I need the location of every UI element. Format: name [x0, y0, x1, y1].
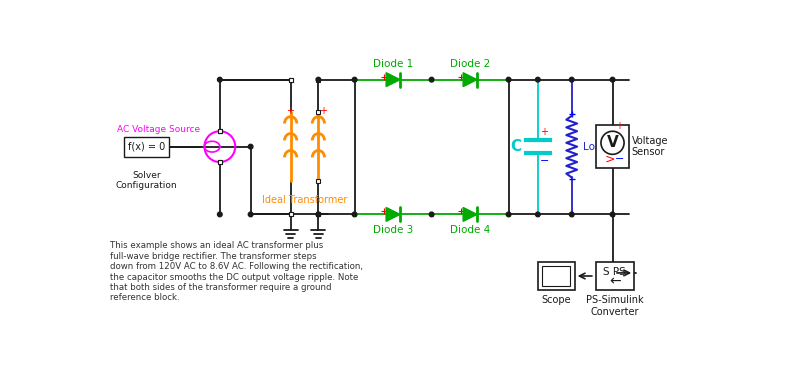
Circle shape — [429, 77, 434, 82]
Text: Solver
Configuration: Solver Configuration — [116, 171, 177, 190]
Text: V: V — [607, 135, 619, 150]
Bar — [430, 213, 433, 216]
Text: +: + — [615, 122, 623, 131]
Circle shape — [570, 77, 574, 82]
Bar — [430, 213, 433, 216]
Circle shape — [610, 77, 615, 82]
Bar — [430, 78, 433, 81]
Bar — [218, 160, 221, 164]
Text: This example shows an ideal AC transformer plus
full-wave bridge rectifier. The : This example shows an ideal AC transform… — [110, 242, 363, 302]
Circle shape — [352, 212, 357, 217]
Text: Voltage
Sensor: Voltage Sensor — [632, 136, 668, 158]
Bar — [538, 262, 574, 290]
Circle shape — [570, 212, 574, 217]
Circle shape — [248, 144, 253, 149]
Bar — [218, 160, 221, 164]
Text: PS-Simulink
Converter: PS-Simulink Converter — [586, 295, 644, 317]
Bar — [596, 262, 634, 290]
Bar — [317, 78, 320, 82]
Text: Diode 3: Diode 3 — [373, 225, 413, 235]
Bar — [571, 213, 573, 216]
Circle shape — [248, 212, 253, 217]
Text: Diode 4: Diode 4 — [450, 225, 490, 235]
Bar — [288, 78, 292, 82]
Bar — [597, 126, 629, 168]
Circle shape — [506, 212, 511, 217]
Bar — [507, 213, 510, 216]
Bar — [430, 78, 433, 81]
Bar — [611, 213, 614, 216]
Text: −: − — [615, 154, 624, 164]
Bar — [125, 136, 169, 157]
Polygon shape — [463, 73, 477, 87]
Text: +: + — [540, 128, 548, 137]
Polygon shape — [463, 207, 477, 221]
Bar — [317, 213, 320, 216]
Bar — [542, 266, 571, 286]
Bar — [218, 129, 221, 133]
Circle shape — [316, 212, 321, 217]
Bar — [317, 179, 320, 183]
Circle shape — [506, 77, 511, 82]
Bar — [288, 78, 292, 82]
Bar — [537, 213, 539, 216]
Text: +: + — [319, 106, 327, 116]
Text: +: + — [286, 106, 294, 116]
Circle shape — [610, 212, 615, 217]
Text: Diode 1: Diode 1 — [373, 59, 413, 69]
Text: AC Voltage Source: AC Voltage Source — [117, 125, 201, 134]
Circle shape — [536, 212, 540, 217]
Text: Load: Load — [583, 142, 608, 152]
Circle shape — [352, 77, 357, 82]
Text: >: > — [604, 153, 615, 165]
Text: ←: ← — [609, 274, 621, 288]
Bar — [537, 78, 539, 81]
Bar — [611, 78, 614, 81]
Bar — [288, 213, 292, 216]
Polygon shape — [386, 73, 400, 87]
Circle shape — [429, 212, 434, 217]
Bar — [571, 78, 573, 81]
Bar — [288, 213, 292, 216]
Circle shape — [217, 77, 222, 82]
Circle shape — [316, 77, 321, 82]
Bar — [507, 78, 510, 81]
Text: C: C — [510, 139, 521, 154]
Bar — [317, 110, 320, 114]
Text: Ideal Transformer: Ideal Transformer — [262, 195, 348, 205]
Bar — [218, 129, 221, 133]
Text: S PS: S PS — [604, 267, 626, 277]
Text: Diode 2: Diode 2 — [450, 59, 490, 69]
Text: f(x) = 0: f(x) = 0 — [128, 142, 165, 152]
Circle shape — [217, 212, 222, 217]
Bar — [353, 78, 356, 81]
Polygon shape — [386, 207, 400, 221]
Text: Scope: Scope — [541, 295, 571, 305]
Bar — [353, 213, 356, 216]
Circle shape — [536, 77, 540, 82]
Text: −: − — [540, 156, 549, 166]
